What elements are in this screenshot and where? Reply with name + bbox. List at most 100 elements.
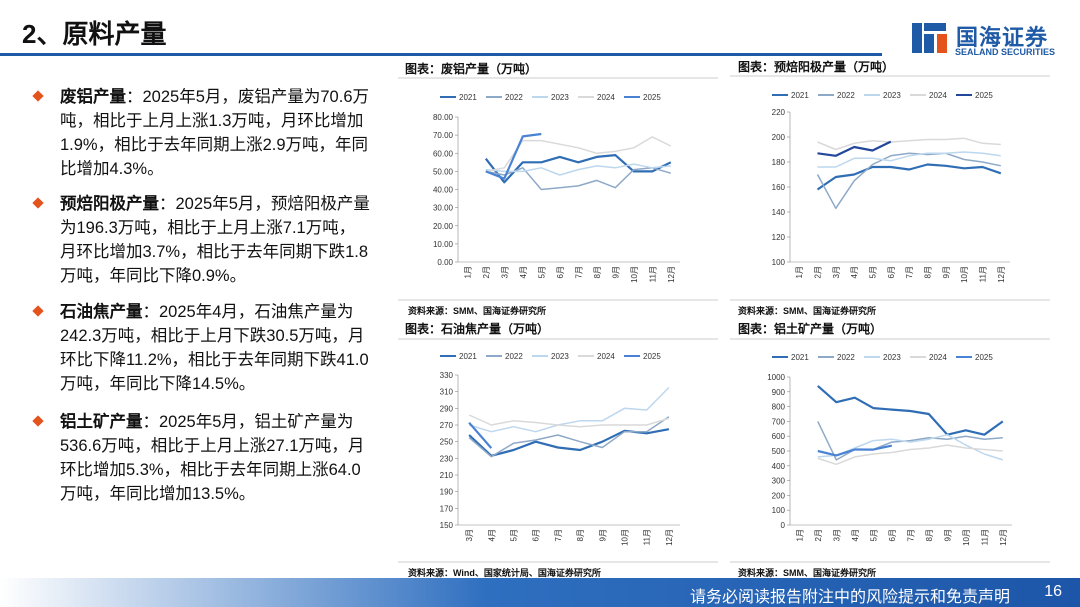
y-tick-label: 600 [772, 432, 786, 441]
series-line [817, 444, 1003, 466]
logo-subtext: SEALAND SECURITIES [955, 47, 1056, 57]
y-tick-label: 150 [440, 521, 454, 530]
x-tick-label: 9月 [598, 529, 607, 541]
x-tick-label: 1月 [795, 529, 804, 541]
y-tick-label: 800 [772, 403, 786, 412]
x-tick-label: 7月 [554, 529, 563, 541]
y-tick-label: 210 [440, 471, 454, 480]
series-line [817, 444, 893, 457]
bullet-text: ：2025年5月，废铝产量为70.6万吨，相比于上月上涨1.3万吨，月环比增加1… [60, 88, 369, 178]
y-tick-label: 80.00 [433, 113, 454, 122]
legend-label: 2023 [551, 352, 569, 361]
x-tick-label: 5月 [510, 529, 519, 541]
x-tick-label: 8月 [924, 266, 933, 278]
x-tick-label: 2月 [482, 266, 491, 278]
bullet-label: 石油焦产量 [60, 303, 143, 321]
y-tick-label: 250 [440, 438, 454, 447]
series-line [484, 154, 672, 184]
y-tick-label: 30.00 [433, 204, 454, 213]
y-tick-label: 0.00 [437, 258, 453, 267]
series-line [485, 132, 542, 180]
series-line [816, 163, 1002, 191]
y-tick-label: 290 [440, 404, 454, 413]
bullet-text: ：2025年5月，铝土矿产量为536.6万吨，相比于上月上涨27.1万吨，月环比… [60, 413, 365, 503]
legend-label: 2022 [505, 352, 523, 361]
x-tick-label: 3月 [500, 266, 509, 278]
y-tick-label: 120 [772, 233, 786, 242]
y-tick-label: 100 [772, 258, 786, 267]
chart-source: 资料来源：SMM、国海证券研究所 [738, 306, 876, 316]
y-tick-label: 230 [440, 454, 454, 463]
x-tick-label: 2月 [814, 266, 823, 278]
bullet-label: 预焙阳极产量 [60, 195, 159, 213]
x-tick-label: 6月 [887, 266, 896, 278]
legend-label: 2022 [837, 353, 855, 362]
x-tick-label: 3月 [465, 529, 474, 541]
page-number: 16 [1044, 583, 1062, 600]
y-tick-label: 160 [772, 183, 786, 192]
x-tick-label: 10月 [962, 529, 971, 546]
chart-title: 图表：废铝产量（万吨） [405, 62, 538, 76]
x-tick-label: 4月 [850, 266, 859, 278]
y-tick-label: 10.00 [433, 240, 454, 249]
x-tick-label: 11月 [980, 529, 989, 545]
y-tick-label: 1000 [767, 373, 785, 382]
x-tick-label: 8月 [925, 529, 934, 541]
legend-label: 2021 [791, 353, 809, 362]
bullet-text: ：2025年5月，预焙阳极产量为196.3万吨，相比于上月上涨7.1万吨，月环比… [60, 195, 370, 285]
legend-label: 2021 [791, 91, 809, 100]
y-tick-label: 900 [772, 388, 786, 397]
legend-label: 2021 [459, 352, 477, 361]
x-tick-label: 7月 [574, 266, 583, 278]
x-tick-label: 6月 [556, 266, 565, 278]
x-tick-label: 5月 [869, 266, 878, 278]
x-tick-label: 1月 [795, 266, 804, 278]
chart-source: 资料来源：SMM、国海证券研究所 [738, 568, 876, 578]
x-tick-label: 7月 [905, 266, 914, 278]
y-tick-label: 200 [772, 133, 786, 142]
x-tick-label: 3月 [832, 266, 841, 278]
bullet: 石油焦产量：2025年4月，石油焦产量为242.3万吨，相比于上月下跌30.5万… [60, 300, 370, 396]
y-tick-label: 200 [772, 491, 786, 500]
y-tick-label: 270 [440, 421, 454, 430]
series-line [817, 151, 1001, 168]
y-tick-label: 220 [772, 108, 786, 117]
series-line [817, 421, 1003, 461]
chart-source: 资料来源：Wind、国家统计局、国海证券研究所 [408, 568, 601, 578]
y-tick-label: 700 [772, 417, 786, 426]
header-rule [0, 53, 882, 56]
series-line [817, 433, 1004, 461]
x-tick-label: 4月 [487, 529, 496, 541]
legend-label: 2023 [883, 91, 901, 100]
series-line [817, 140, 892, 157]
y-tick-label: 400 [772, 462, 786, 471]
x-tick-label: 3月 [832, 529, 841, 541]
legend-label: 2023 [883, 353, 901, 362]
legend-label: 2025 [975, 91, 993, 100]
x-tick-label: 11月 [643, 529, 652, 545]
y-tick-label: 70.00 [433, 131, 454, 140]
legend-label: 2024 [929, 353, 947, 362]
x-tick-label: 11月 [648, 266, 657, 282]
x-tick-label: 8月 [593, 266, 602, 278]
legend-label: 2022 [837, 91, 855, 100]
x-tick-label: 12月 [667, 266, 676, 283]
x-tick-label: 10月 [960, 266, 969, 283]
x-tick-label: 4月 [519, 266, 528, 278]
y-tick-label: 0 [781, 521, 786, 530]
series-line [468, 386, 670, 433]
x-tick-label: 2月 [814, 529, 823, 541]
series-line [468, 421, 493, 449]
x-tick-label: 11月 [979, 266, 988, 282]
x-tick-label: 12月 [999, 529, 1008, 546]
y-tick-label: 60.00 [433, 149, 454, 158]
x-tick-label: 8月 [576, 529, 585, 541]
x-tick-label: 7月 [906, 529, 915, 541]
y-tick-label: 300 [772, 477, 786, 486]
x-tick-label: 6月 [532, 529, 541, 541]
y-tick-label: 140 [772, 208, 786, 217]
bullet-label: 废铝产量 [60, 88, 126, 106]
x-tick-label: 10月 [630, 266, 639, 283]
x-tick-label: 9月 [611, 266, 620, 278]
